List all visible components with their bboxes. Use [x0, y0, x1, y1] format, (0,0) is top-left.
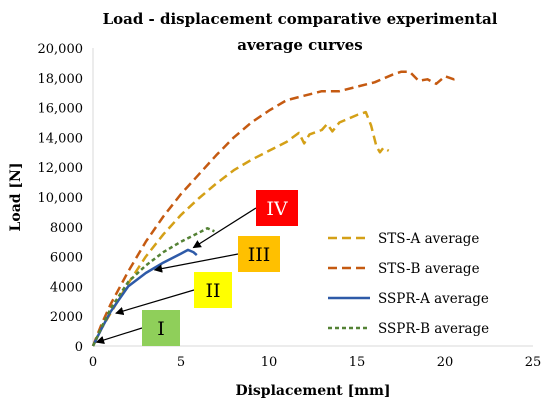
- annotation-label: I: [157, 318, 165, 340]
- legend-entry-label: SSPR-A average: [378, 291, 489, 307]
- legend: STS-A average STS-B average SSPR-A average…: [328, 231, 489, 337]
- x-tick-label: 10: [261, 355, 278, 370]
- y-tick-label: 12,000: [38, 161, 84, 176]
- y-tick-label: 16,000: [38, 102, 84, 117]
- x-tick-label: 15: [349, 355, 366, 370]
- annotation-arrow: [115, 289, 195, 316]
- annotation-arrow: [192, 207, 257, 249]
- y-tick-label: 10,000: [38, 191, 84, 206]
- y-tick-label: 0: [75, 340, 83, 355]
- y-tick-label: 20,000: [38, 42, 84, 57]
- x-tick-label: 20: [437, 355, 454, 370]
- annotation-box: [256, 190, 298, 226]
- legend-entry-label: SSPR-B average: [378, 321, 489, 337]
- x-axis-label: Displacement [mm]: [235, 383, 390, 399]
- y-tick-label: 2000: [50, 310, 83, 325]
- y-axis-label: Load [N]: [8, 163, 24, 232]
- series-line-sts-b-average: [91, 70, 460, 347]
- y-tick-label: 18,000: [38, 72, 84, 87]
- legend-entry-label: STS-B average: [378, 261, 480, 277]
- y-tick-label: 8000: [50, 221, 83, 236]
- annotation-arrow: [153, 253, 239, 273]
- y-tick-label: 6000: [50, 251, 83, 266]
- annotation-label: II: [205, 280, 220, 302]
- annotation-label: IV: [266, 198, 288, 220]
- chart-title-line-2: average curves: [237, 36, 363, 54]
- x-tick-labels: 0 5 10 15 20 25: [89, 355, 541, 370]
- series-line-sspr-b-average: [91, 227, 215, 347]
- y-tick-labels: 0 2000 4000 6000 8000 10,000 12,000 14,000 16,00…: [38, 42, 84, 355]
- y-tick-label: 14,000: [38, 131, 84, 146]
- series-line-sts-a-average: [91, 110, 390, 347]
- annotation-box: [142, 310, 180, 346]
- chart-title-line-1: Load - displacement comparative experime…: [103, 10, 498, 28]
- annotation-label: III: [248, 244, 271, 266]
- x-tick-label: 25: [525, 355, 542, 370]
- legend-entry-label: STS-A average: [378, 231, 479, 247]
- annotation-box: [238, 236, 280, 272]
- y-tick-label: 4000: [50, 280, 83, 295]
- annotation-box: [194, 272, 232, 308]
- x-tick-label: 0: [89, 355, 97, 370]
- annotation-arrow: [95, 327, 143, 345]
- x-tick-label: 5: [177, 355, 185, 370]
